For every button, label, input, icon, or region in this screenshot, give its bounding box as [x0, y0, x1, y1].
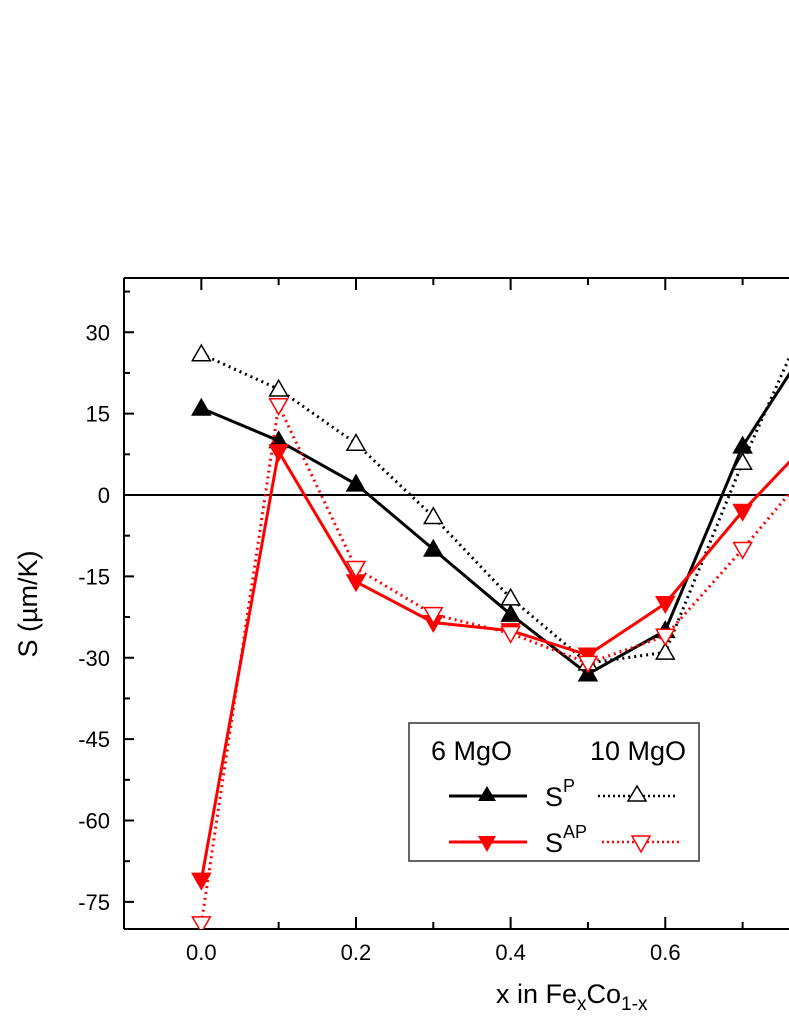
- data-point: [654, 596, 676, 615]
- legend-box: [408, 722, 700, 862]
- y-tick-label: -60: [78, 809, 110, 834]
- series-SP_10MgO: [191, 343, 789, 671]
- data-point: [191, 397, 212, 416]
- data-point: [732, 435, 753, 454]
- legend-marker-sp-10: [626, 784, 648, 802]
- legend-marker-sp-6: [478, 786, 496, 801]
- data-point: [654, 641, 676, 660]
- y-tick-label: 15: [86, 402, 110, 427]
- data-point: [345, 560, 367, 579]
- legend-marker-sap-6: [478, 836, 496, 852]
- x-tick-label: 0.2: [341, 940, 372, 965]
- data-point: [345, 473, 367, 492]
- series-line: [199, 400, 789, 924]
- data-point: [500, 587, 521, 606]
- series-SP_6MgO: [191, 371, 789, 682]
- x-tick-label: 0.0: [186, 940, 217, 965]
- data-point: [423, 538, 444, 557]
- data-point: [732, 451, 753, 470]
- data-point: [191, 872, 212, 891]
- y-axis-label: S (µm/K): [13, 550, 43, 657]
- y-tick-label: -45: [78, 727, 110, 752]
- data-point: [268, 378, 289, 397]
- legend-label-sp: SP: [545, 776, 575, 812]
- y-tick-label: 30: [86, 320, 110, 345]
- legend-col-10mgo: 10 MgO: [590, 736, 686, 766]
- series-SAP_10MgO: [191, 397, 789, 929]
- x-tick-label: 0.4: [495, 940, 526, 965]
- y-tick-label: -75: [78, 890, 110, 915]
- legend-col-6mgo: 6 MgO: [431, 736, 512, 766]
- data-point: [345, 432, 367, 451]
- data-point: [732, 541, 753, 560]
- x-axis-label: x in FexCo1-x: [496, 979, 648, 1015]
- series-line: [200, 352, 789, 665]
- data-point: [500, 603, 521, 622]
- legend: 6 MgO 10 MgO SP SAP: [408, 722, 700, 862]
- y-tick-label: -15: [78, 564, 110, 589]
- data-point: [191, 916, 212, 929]
- data-point: [268, 397, 289, 416]
- data-point: [500, 625, 521, 644]
- data-point: [423, 506, 444, 525]
- data-point: [577, 655, 599, 674]
- data-point: [191, 343, 212, 362]
- legend-marker-sap-10: [630, 835, 652, 854]
- y-tick-label: -30: [78, 646, 110, 671]
- data-point: [732, 503, 753, 522]
- series-layer: [191, 343, 789, 929]
- x-tick-label: 0.6: [650, 940, 681, 965]
- series-line: [200, 371, 789, 676]
- data-point: [654, 628, 676, 647]
- axes: 30 15 0 -15 -30 -45 -60 -75 0.0 0.2 0.4 0.6: [78, 277, 789, 965]
- legend-label-sap: SAP: [545, 822, 587, 858]
- y-tick-label: 0: [98, 483, 110, 508]
- data-point: [423, 606, 444, 625]
- data-point: [268, 444, 289, 463]
